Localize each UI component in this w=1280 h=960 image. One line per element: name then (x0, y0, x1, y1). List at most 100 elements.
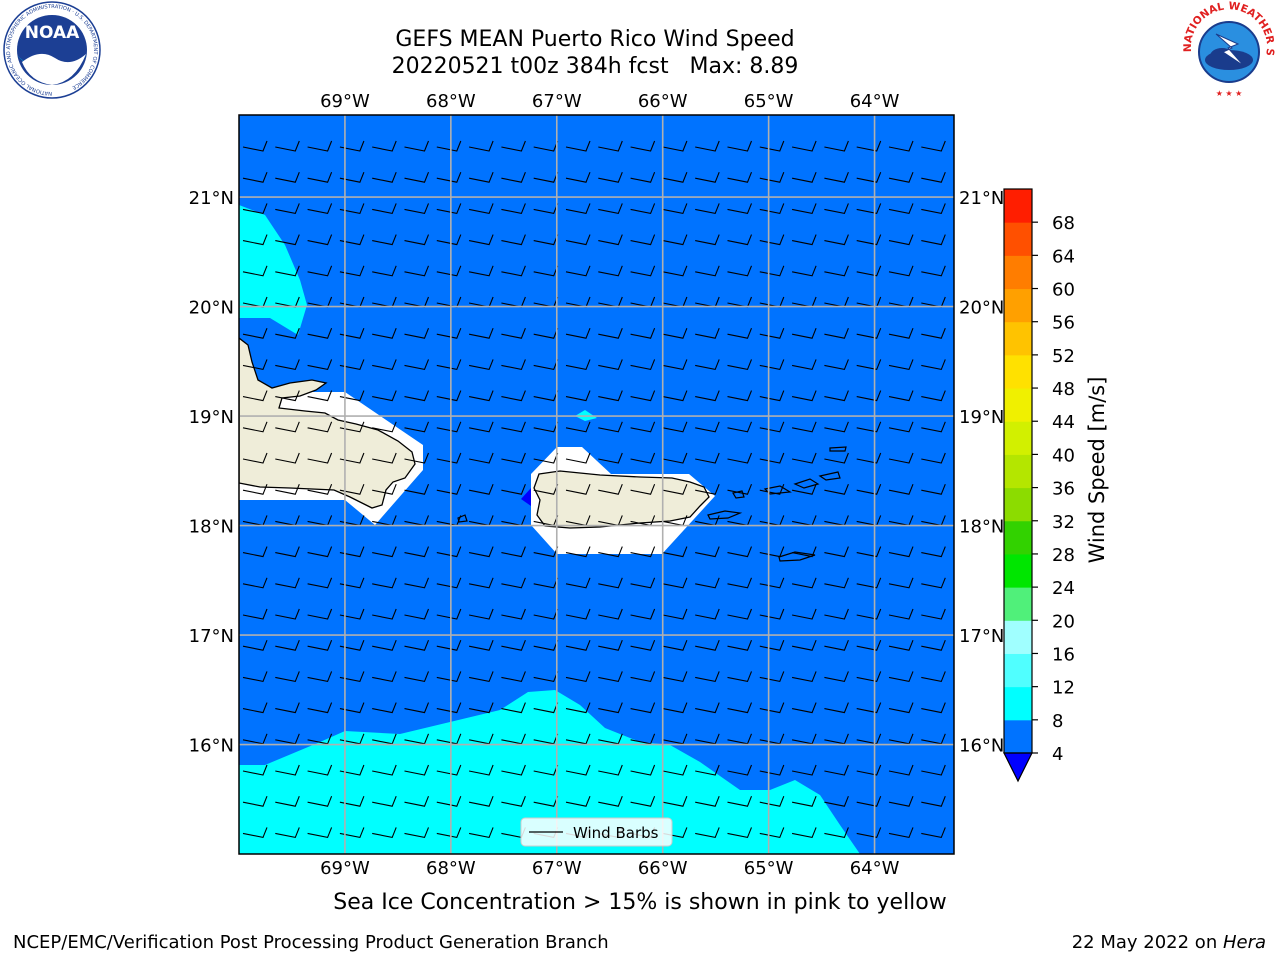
wind-barb (727, 359, 753, 371)
wind-barb (662, 390, 688, 402)
wind-barb (468, 702, 494, 714)
wind-barb (404, 421, 430, 433)
wind-barb (339, 795, 365, 807)
wind-barb (501, 639, 526, 651)
colorbar-tick-label: 20 (1052, 611, 1075, 632)
wind-barb (436, 764, 462, 776)
wind-barb (791, 795, 817, 807)
wind-barb (888, 203, 914, 215)
wind-barb (630, 327, 656, 339)
svg-text:★ ★ ★: ★ ★ ★ (1216, 89, 1243, 98)
wind-barb (791, 671, 817, 683)
wind-barb (630, 639, 656, 651)
wind-barb (275, 327, 300, 339)
colorbar-tick-label: 4 (1052, 744, 1063, 765)
wind-barb (242, 421, 268, 433)
wind-barb (630, 671, 656, 683)
wind-barb (372, 359, 397, 371)
wind-barb (372, 608, 397, 620)
wind-barb (856, 421, 882, 433)
map-plot-area (239, 115, 954, 854)
wind-barb (759, 795, 785, 807)
wind-barb (501, 577, 526, 589)
footer-date: 22 May 2022 on Hera (1072, 932, 1266, 953)
wind-barb (404, 203, 430, 215)
wind-barb (791, 421, 817, 433)
wind-barb (307, 639, 333, 651)
wind-barb (630, 764, 656, 776)
colorbar-tick-label: 16 (1052, 644, 1075, 665)
wind-barb (759, 671, 785, 683)
wind-barb (275, 671, 300, 683)
wind-barb (339, 390, 365, 402)
noaa-logo: NOAA NATIONAL OCEANIC AND ATMOSPHERIC AD… (3, 1, 101, 99)
wind-barb (565, 171, 591, 183)
wind-barb (372, 234, 397, 246)
wind-barb (888, 140, 914, 152)
wind-barb (727, 827, 753, 839)
legend-label: Wind Barbs (573, 824, 659, 842)
wind-barb (856, 608, 882, 620)
wind-barb (695, 671, 720, 683)
wind-barb (888, 483, 914, 495)
wind-barb (436, 265, 462, 277)
wind-barb (436, 203, 462, 215)
wind-barb (662, 359, 688, 371)
wind-barb (339, 265, 365, 277)
wind-barb (307, 359, 333, 371)
wind-barb (307, 265, 333, 277)
colorbar-segment (1004, 553, 1032, 588)
wind-barb (275, 171, 300, 183)
lon-label: 69°W (320, 91, 370, 112)
wind-barb (468, 140, 494, 152)
colorbar-segment (1004, 719, 1032, 754)
wind-barb (242, 546, 268, 558)
wind-barb (339, 639, 365, 651)
wind-barb (727, 452, 753, 464)
colorbar-segment (1004, 686, 1032, 721)
wind-barb (372, 171, 397, 183)
wind-barb (275, 203, 300, 215)
wind-barb (307, 171, 333, 183)
wind-barb (598, 702, 623, 714)
wind-barb (824, 234, 849, 246)
wind-barb (501, 359, 526, 371)
wind-barb (468, 639, 494, 651)
wind-barb (468, 390, 494, 402)
wind-barb (372, 390, 397, 402)
wind-barb (888, 390, 914, 402)
wind-barb (856, 327, 882, 339)
lat-label: 17°N (959, 626, 1004, 647)
wind-barb (695, 483, 720, 495)
wind-barb (791, 764, 817, 776)
wind-barb (501, 452, 526, 464)
wind-barb (921, 203, 946, 215)
wind-barb (404, 390, 430, 402)
wind-barb (856, 140, 882, 152)
wind-barb (921, 702, 946, 714)
wind-barb (598, 140, 623, 152)
lon-label: 69°W (320, 858, 370, 879)
wind-barb (242, 702, 268, 714)
wind-barb (372, 671, 397, 683)
wind-barb (436, 639, 462, 651)
wind-barb (275, 483, 300, 495)
wind-barb (824, 171, 849, 183)
lon-label: 66°W (638, 91, 688, 112)
wind-barb (598, 265, 623, 277)
wind-barb (662, 608, 688, 620)
colorbar-frame (1003, 188, 1033, 754)
wind-barb (242, 359, 268, 371)
wind-barb (501, 265, 526, 277)
lon-label: 64°W (850, 91, 900, 112)
wind-barb (695, 203, 720, 215)
wind-barb (242, 795, 268, 807)
wind-barb (695, 546, 720, 558)
wind-barb (695, 140, 720, 152)
wind-barb (501, 795, 526, 807)
wind-barb (921, 827, 946, 839)
wind-barb (372, 795, 397, 807)
wind-barb (695, 327, 720, 339)
wind-barb (242, 577, 268, 589)
wind-barb (856, 577, 882, 589)
